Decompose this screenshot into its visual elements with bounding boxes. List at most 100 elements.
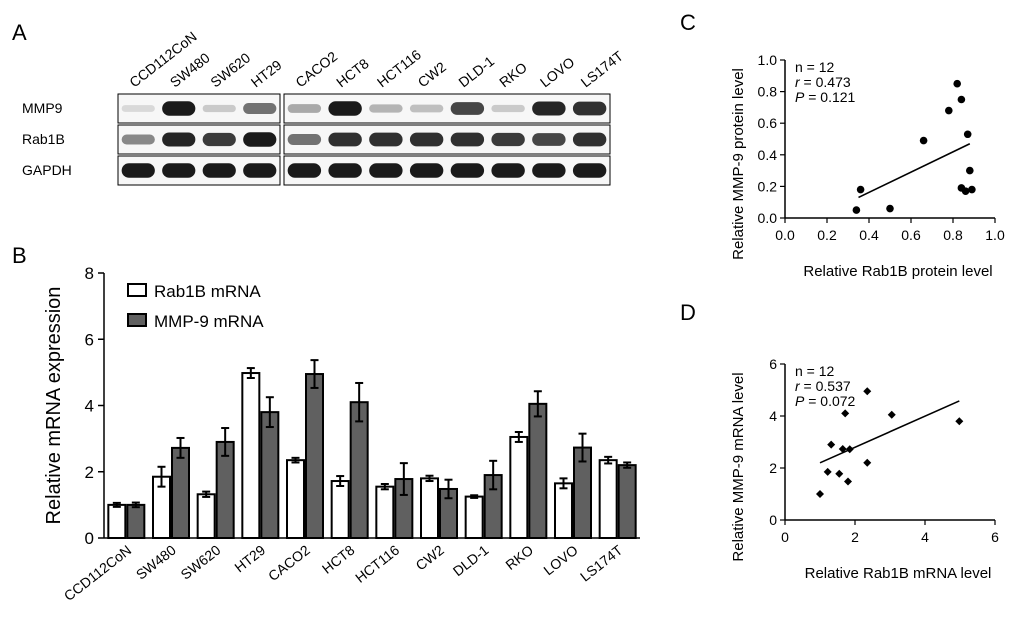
x-tick-label: 0.8 bbox=[943, 227, 963, 243]
stat-p-symbol: P bbox=[795, 393, 805, 409]
scatter-point bbox=[961, 187, 970, 195]
blot-band bbox=[243, 132, 277, 147]
scatter-point bbox=[856, 185, 865, 194]
blot-lane-label: HCT116 bbox=[374, 46, 424, 90]
scatter-point bbox=[957, 95, 966, 104]
x-tick-label: SW480 bbox=[133, 542, 179, 583]
bar bbox=[375, 485, 395, 539]
blot-band bbox=[409, 163, 444, 178]
x-tick-label: SW620 bbox=[177, 542, 223, 583]
blot-band bbox=[202, 132, 236, 147]
blot-lane-label: HT29 bbox=[248, 57, 285, 91]
scatter-point bbox=[845, 445, 854, 454]
blot-band bbox=[328, 132, 362, 147]
blot-band bbox=[491, 132, 525, 147]
y-tick-label: 2 bbox=[85, 463, 94, 482]
blot-band bbox=[450, 102, 485, 115]
blot-row-label: Rab1B bbox=[22, 131, 65, 147]
panel-label-c: C bbox=[680, 10, 696, 35]
stat-r: r = 0.473 bbox=[795, 74, 851, 90]
bar bbox=[171, 446, 190, 539]
blot-lane-label: DLD-1 bbox=[455, 53, 497, 91]
x-tick-label: 0 bbox=[781, 529, 789, 545]
x-tick-label: LS174T bbox=[577, 541, 626, 584]
y-tick-label: 0.8 bbox=[758, 84, 778, 100]
scatter-point bbox=[968, 185, 976, 194]
bar bbox=[330, 480, 350, 539]
blot-lane-label: LOVO bbox=[537, 54, 578, 91]
bar bbox=[107, 503, 127, 539]
scatter-point bbox=[823, 467, 832, 476]
stat-p-value: = 0.121 bbox=[804, 89, 855, 105]
panel-label-a: A bbox=[12, 20, 27, 45]
x-tick-label: HCT8 bbox=[319, 542, 358, 577]
blot-band bbox=[162, 132, 196, 147]
blot-band bbox=[409, 132, 444, 147]
scatter-point bbox=[835, 469, 844, 478]
regression-line bbox=[819, 400, 960, 464]
blot-band bbox=[369, 104, 403, 113]
scatter-point bbox=[953, 79, 961, 88]
stat-n: n = 12 bbox=[795, 363, 835, 379]
y-axis-title: Relative mRNA expression bbox=[43, 287, 65, 525]
scatter-mrna-correlation: 0 2 4 6 0 2 4 6 Relative Rab1B mRNA level Relativ… bbox=[730, 356, 999, 582]
y-tick-label: 4 bbox=[769, 408, 777, 424]
stat-p: P = 0.121 bbox=[795, 89, 856, 105]
blot-band bbox=[287, 163, 322, 178]
y-tick-label: 4 bbox=[85, 397, 94, 416]
y-tick-label: 8 bbox=[85, 264, 94, 283]
blot-band bbox=[450, 132, 485, 147]
bar bbox=[554, 482, 573, 539]
x-tick-label: 1.0 bbox=[985, 227, 1005, 243]
blot-lane-label: CACO2 bbox=[292, 48, 340, 90]
scatter-point bbox=[863, 387, 872, 396]
legend-label: Rab1B mRNA bbox=[154, 282, 261, 301]
scatter-point bbox=[919, 136, 928, 145]
panel-label-d: D bbox=[680, 300, 696, 325]
bar bbox=[126, 503, 146, 539]
x-tick-label: HCT116 bbox=[352, 542, 402, 586]
legend-label: MMP-9 mRNA bbox=[154, 312, 264, 331]
blot-band bbox=[121, 163, 155, 178]
blot-band bbox=[369, 163, 403, 178]
stat-r: r = 0.537 bbox=[795, 378, 851, 394]
y-tick-label: 0.4 bbox=[758, 147, 778, 163]
blot-row-label: GAPDH bbox=[22, 162, 72, 178]
scatter-protein-correlation: 0.0 0.2 0.4 0.6 0.8 1.0 0.0 0.2 0.4 0.6 0.8 1.0 Rela… bbox=[730, 52, 1005, 280]
bar bbox=[528, 402, 548, 539]
y-tick-label: 1.0 bbox=[758, 52, 778, 68]
stat-p-symbol: P bbox=[795, 89, 805, 105]
blot-lane-label: CCD112CoN bbox=[126, 28, 199, 90]
blot-lane-label: CW2 bbox=[415, 58, 450, 90]
bar bbox=[420, 477, 439, 539]
stat-r-value: = 0.537 bbox=[800, 378, 851, 394]
blot-band bbox=[572, 132, 607, 147]
stat-r-symbol: r bbox=[795, 378, 801, 394]
scatter-point bbox=[838, 445, 847, 454]
x-tick-label: HT29 bbox=[231, 542, 268, 576]
scatter-point bbox=[844, 477, 852, 486]
x-tick-label: RKO bbox=[502, 542, 536, 573]
x-tick-label: DLD-1 bbox=[450, 542, 492, 580]
y-tick-label: 6 bbox=[769, 356, 777, 372]
blot-band bbox=[202, 163, 236, 178]
x-tick-label: 0.0 bbox=[775, 227, 795, 243]
blot-band bbox=[121, 105, 155, 112]
bar bbox=[349, 401, 369, 539]
x-tick-label: 2 bbox=[851, 529, 859, 545]
blot-band bbox=[532, 163, 566, 178]
x-axis-title: Relative Rab1B protein level bbox=[803, 263, 992, 280]
scatter-point bbox=[827, 440, 836, 449]
blot-lane-label: LS174T bbox=[578, 47, 627, 90]
blot-band bbox=[328, 101, 362, 116]
scatter-point bbox=[886, 204, 894, 213]
scatter-point bbox=[963, 130, 972, 139]
scatter-point bbox=[966, 166, 974, 175]
stat-r-symbol: r bbox=[795, 74, 801, 90]
scatter-point bbox=[955, 417, 964, 426]
stat-r-value: = 0.473 bbox=[800, 74, 851, 90]
y-tick-label: 0.6 bbox=[758, 115, 778, 131]
blot-band bbox=[287, 104, 322, 113]
